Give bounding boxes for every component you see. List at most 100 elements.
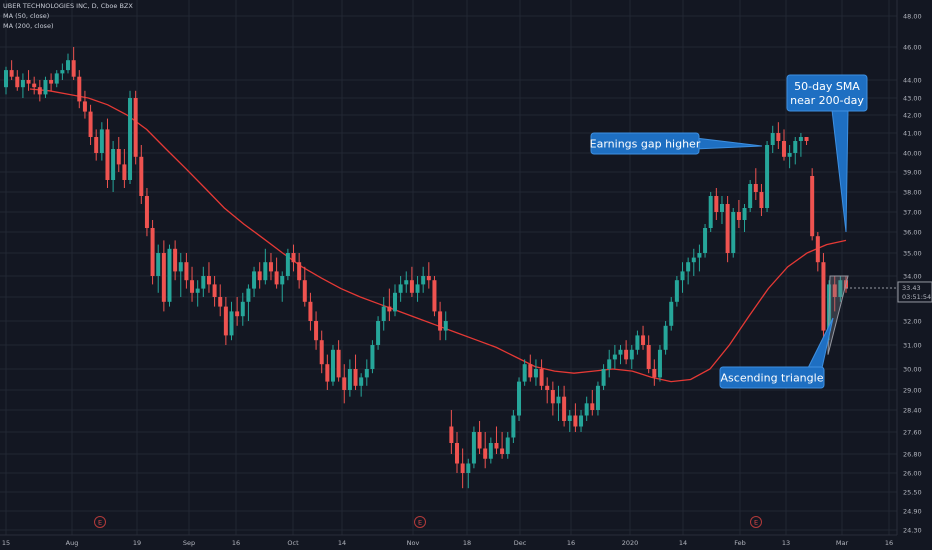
candle-body [449, 426, 454, 443]
candle [810, 168, 815, 241]
candle-body [804, 137, 809, 141]
candle [426, 262, 431, 289]
candle [128, 90, 133, 184]
candle [268, 253, 273, 281]
candle-body [742, 208, 747, 220]
candle [759, 184, 764, 216]
candle [449, 410, 454, 454]
candle [370, 340, 375, 374]
ma200-legend[interactable]: MA (200, close) [3, 22, 54, 30]
candle-body [500, 448, 505, 454]
earnings-circle [750, 516, 762, 528]
candle-body [787, 153, 792, 157]
candle-body [601, 369, 606, 386]
candle-body [71, 60, 76, 77]
x-tick-label: 2020 [622, 539, 639, 547]
candle-body [37, 87, 42, 95]
y-axis[interactable]: 48.00 46.00 44.00 43.00 42.00 41.00 40.00 39.00… [896, 0, 922, 535]
candle-body [810, 176, 815, 237]
candle-body [556, 396, 561, 404]
candle [116, 137, 121, 172]
candle-body [714, 196, 719, 212]
x-axis[interactable]: 15 Aug 19 Sep 16 Oct 14 Nov 18 Dec 16 2020 14 Feb 13 Ma… [0, 534, 897, 547]
candle-body [573, 415, 578, 427]
candle-body [821, 262, 826, 331]
candle [105, 118, 110, 188]
candle-body [669, 301, 674, 326]
x-tick-label: Aug [66, 539, 79, 547]
candle-body [336, 349, 341, 378]
callout-text: 50-day SMA [794, 80, 860, 93]
candle [364, 359, 369, 386]
candle [635, 330, 640, 355]
candle-body [477, 432, 482, 449]
candle-body [629, 349, 634, 360]
candle-body [342, 377, 347, 390]
callout-box [786, 74, 868, 112]
candle-body [122, 164, 127, 180]
candle-body [505, 437, 510, 454]
candle-body [285, 253, 290, 276]
y-tick-label: 39.00 [903, 169, 922, 177]
candle-body [206, 276, 211, 285]
candle [562, 385, 567, 427]
x-tick-label: Nov [407, 539, 420, 547]
candle [82, 90, 87, 119]
callout-box [719, 366, 825, 389]
candle-body [652, 369, 657, 378]
candle-body [584, 403, 589, 416]
annotation-callout[interactable]: Earnings gap higher [590, 132, 763, 155]
candle [229, 301, 234, 341]
annotation-callout[interactable]: Ascending triangle [719, 317, 834, 389]
candle [252, 266, 257, 297]
earnings-marker[interactable]: E [750, 516, 762, 528]
candle-body [353, 369, 358, 386]
candle-body [455, 443, 460, 464]
candle [201, 266, 206, 297]
candle [753, 168, 758, 200]
candle-body [590, 403, 595, 410]
candle [246, 284, 251, 321]
earnings-marker[interactable]: E [414, 516, 426, 528]
candle-body [528, 364, 533, 378]
candle [686, 257, 691, 285]
candle [607, 349, 612, 378]
candle-body [736, 212, 741, 220]
y-tick-label: 32.00 [903, 318, 922, 326]
candle [122, 149, 127, 188]
candle [815, 232, 820, 272]
candle [71, 47, 76, 80]
y-tick-label: 24.30 [903, 527, 922, 535]
callout-text: Ascending triangle [721, 372, 824, 385]
candle-body [229, 311, 234, 336]
candle [330, 345, 335, 386]
candle [505, 432, 510, 459]
candle-body [252, 271, 257, 289]
candle-body [156, 253, 161, 276]
candle [511, 410, 516, 443]
ma50-legend[interactable]: MA (50, close) [3, 12, 50, 20]
candle [765, 141, 770, 212]
candle-body [398, 284, 403, 293]
candle-body [409, 280, 414, 293]
candle [381, 297, 386, 331]
candle-body [471, 432, 476, 464]
candle-body [488, 443, 493, 459]
candle [173, 240, 178, 281]
candle-body [15, 76, 20, 88]
x-tick-label: 16 [885, 539, 893, 547]
candle [703, 224, 708, 258]
candle-body [161, 253, 166, 302]
earnings-marker[interactable]: E [94, 516, 106, 528]
candle-body [404, 280, 409, 285]
candle [9, 60, 14, 80]
candle-body [218, 297, 223, 307]
candle-body [612, 354, 617, 360]
y-tick-label: 24.90 [903, 508, 922, 516]
candle-body [635, 335, 640, 350]
